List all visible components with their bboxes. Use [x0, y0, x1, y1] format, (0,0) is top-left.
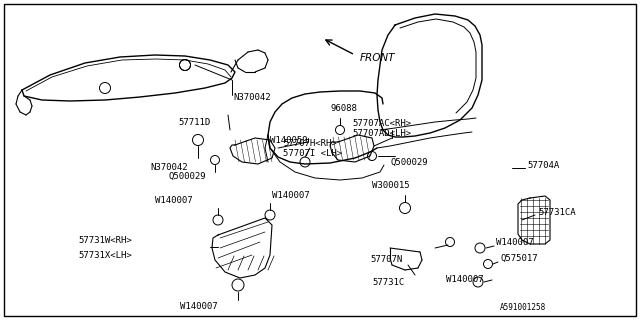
Text: 57707AC<RH>: 57707AC<RH>: [352, 119, 411, 128]
Text: Q500029: Q500029: [168, 172, 205, 181]
Text: 57731W<RH>: 57731W<RH>: [78, 236, 132, 244]
Text: FRONT: FRONT: [360, 53, 396, 63]
Text: Q500029: Q500029: [390, 158, 428, 167]
Text: W140059: W140059: [270, 136, 308, 145]
Text: 57707I <LH>: 57707I <LH>: [283, 149, 342, 158]
Text: A591001258: A591001258: [500, 303, 547, 313]
Text: 96088: 96088: [330, 104, 357, 113]
Text: W140007: W140007: [180, 302, 218, 311]
Text: W140007: W140007: [155, 196, 193, 205]
Text: W300015: W300015: [372, 181, 410, 190]
Text: 57731CA: 57731CA: [538, 207, 575, 217]
Text: N370042: N370042: [150, 163, 188, 172]
Text: W140007: W140007: [272, 191, 310, 200]
Text: 57731X<LH>: 57731X<LH>: [78, 251, 132, 260]
Text: 57707N: 57707N: [370, 255, 403, 264]
Text: 57707AD<LH>: 57707AD<LH>: [352, 129, 411, 138]
Text: N370042: N370042: [233, 93, 271, 102]
Text: W140007: W140007: [496, 237, 534, 246]
Text: 57704A: 57704A: [527, 161, 559, 170]
Text: 57711D: 57711D: [178, 117, 211, 126]
Text: 57731C: 57731C: [372, 278, 404, 287]
Text: W140007: W140007: [446, 275, 484, 284]
Text: 57707H<RH>: 57707H<RH>: [283, 139, 337, 148]
Text: Q575017: Q575017: [500, 253, 538, 262]
